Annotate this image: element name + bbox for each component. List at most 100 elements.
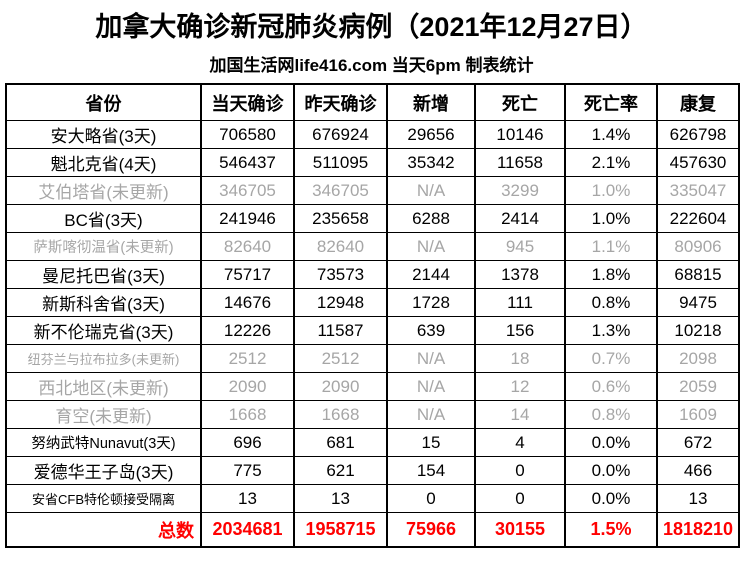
cell-province: 努纳武特Nunavut(3天) bbox=[5, 428, 202, 457]
cell-death-rate: 0.8% bbox=[564, 400, 658, 429]
cell-today-confirmed: 346705 bbox=[200, 176, 295, 205]
col-header-recovered: 康复 bbox=[656, 83, 740, 121]
cell-province: 新不伦瑞克省(3天) bbox=[5, 316, 202, 345]
cell-province: 艾伯塔省(未更新) bbox=[5, 176, 202, 205]
cell-yesterday-confirmed: 13 bbox=[293, 484, 388, 513]
col-header-province: 省份 bbox=[5, 83, 202, 121]
table-row: BC省(3天) 241946 235658 6288 2414 1.0% 222604 bbox=[5, 204, 740, 233]
cell-yesterday-confirmed: 621 bbox=[293, 456, 388, 485]
table-row: 魁北克省(4天) 546437 511095 35342 11658 2.1% 457630 bbox=[5, 148, 740, 177]
cell-province: 爱德华王子岛(3天) bbox=[5, 456, 202, 485]
cell-new-cases: 2144 bbox=[386, 260, 476, 289]
cell-today-confirmed: 2512 bbox=[200, 344, 295, 373]
cell-recovered: 2098 bbox=[656, 344, 740, 373]
page: 加拿大确诊新冠肺炎病例（2021年12月27日） 加国生活网life416.co… bbox=[0, 5, 743, 548]
cell-yesterday-confirmed: 73573 bbox=[293, 260, 388, 289]
cell-new-cases: 29656 bbox=[386, 120, 476, 149]
cell-death-rate: 1.3% bbox=[564, 316, 658, 345]
cell-province: 育空(未更新) bbox=[5, 400, 202, 429]
col-header-yesterday-confirmed: 昨天确诊 bbox=[293, 83, 388, 121]
cell-death-rate: 0.7% bbox=[564, 344, 658, 373]
cell-today-confirmed: 241946 bbox=[200, 204, 295, 233]
table-row: 新斯科舍省(3天) 14676 12948 1728 111 0.8% 9475 bbox=[5, 288, 740, 317]
cell-deaths: 11658 bbox=[474, 148, 566, 177]
cell-new-cases: 639 bbox=[386, 316, 476, 345]
cell-new-cases: 0 bbox=[386, 484, 476, 513]
cell-new-cases: 35342 bbox=[386, 148, 476, 177]
cell-deaths: 4 bbox=[474, 428, 566, 457]
table-row: 新不伦瑞克省(3天) 12226 11587 639 156 1.3% 10218 bbox=[5, 316, 740, 345]
cell-province: 安大略省(3天) bbox=[5, 120, 202, 149]
cell-death-rate: 2.1% bbox=[564, 148, 658, 177]
cell-recovered: 2059 bbox=[656, 372, 740, 401]
cell-province: 魁北克省(4天) bbox=[5, 148, 202, 177]
total-today-confirmed: 2034681 bbox=[200, 512, 295, 548]
cell-new-cases: 6288 bbox=[386, 204, 476, 233]
cell-recovered: 10218 bbox=[656, 316, 740, 345]
cell-yesterday-confirmed: 235658 bbox=[293, 204, 388, 233]
cell-deaths: 10146 bbox=[474, 120, 566, 149]
cell-death-rate: 0.0% bbox=[564, 484, 658, 513]
cell-new-cases: N/A bbox=[386, 344, 476, 373]
cell-today-confirmed: 75717 bbox=[200, 260, 295, 289]
cell-death-rate: 1.8% bbox=[564, 260, 658, 289]
cell-new-cases: 1728 bbox=[386, 288, 476, 317]
cell-yesterday-confirmed: 346705 bbox=[293, 176, 388, 205]
covid-stats-table: 省份 当天确诊 昨天确诊 新增 死亡 死亡率 康复 安大略省(3天) 706580… bbox=[5, 83, 740, 548]
cell-today-confirmed: 14676 bbox=[200, 288, 295, 317]
cell-recovered: 335047 bbox=[656, 176, 740, 205]
cell-deaths: 111 bbox=[474, 288, 566, 317]
cell-recovered: 626798 bbox=[656, 120, 740, 149]
cell-yesterday-confirmed: 511095 bbox=[293, 148, 388, 177]
cell-recovered: 672 bbox=[656, 428, 740, 457]
cell-deaths: 1378 bbox=[474, 260, 566, 289]
cell-recovered: 1609 bbox=[656, 400, 740, 429]
total-label: 总数 bbox=[5, 512, 202, 548]
cell-recovered: 68815 bbox=[656, 260, 740, 289]
cell-yesterday-confirmed: 676924 bbox=[293, 120, 388, 149]
cell-new-cases: 154 bbox=[386, 456, 476, 485]
cell-death-rate: 0.0% bbox=[564, 428, 658, 457]
table-row: 爱德华王子岛(3天) 775 621 154 0 0.0% 466 bbox=[5, 456, 740, 485]
cell-yesterday-confirmed: 2512 bbox=[293, 344, 388, 373]
cell-death-rate: 1.0% bbox=[564, 204, 658, 233]
cell-new-cases: 15 bbox=[386, 428, 476, 457]
cell-yesterday-confirmed: 12948 bbox=[293, 288, 388, 317]
total-yesterday-confirmed: 1958715 bbox=[293, 512, 388, 548]
cell-province: 安省CFB特伦顿接受隔离 bbox=[5, 484, 202, 513]
col-header-death-rate: 死亡率 bbox=[564, 83, 658, 121]
page-subtitle: 加国生活网life416.com 当天6pm 制表统计 bbox=[209, 56, 534, 75]
cell-recovered: 457630 bbox=[656, 148, 740, 177]
total-death-rate: 1.5% bbox=[564, 512, 658, 548]
total-deaths: 30155 bbox=[474, 512, 566, 548]
cell-deaths: 2414 bbox=[474, 204, 566, 233]
cell-today-confirmed: 12226 bbox=[200, 316, 295, 345]
cell-province: BC省(3天) bbox=[5, 204, 202, 233]
cell-deaths: 0 bbox=[474, 456, 566, 485]
cell-deaths: 12 bbox=[474, 372, 566, 401]
table-row: 纽芬兰与拉布拉多(未更新) 2512 2512 N/A 18 0.7% 2098 bbox=[5, 344, 740, 373]
cell-death-rate: 0.0% bbox=[564, 456, 658, 485]
cell-today-confirmed: 2090 bbox=[200, 372, 295, 401]
cell-yesterday-confirmed: 2090 bbox=[293, 372, 388, 401]
cell-recovered: 222604 bbox=[656, 204, 740, 233]
cell-today-confirmed: 775 bbox=[200, 456, 295, 485]
cell-yesterday-confirmed: 82640 bbox=[293, 232, 388, 261]
cell-today-confirmed: 13 bbox=[200, 484, 295, 513]
cell-deaths: 14 bbox=[474, 400, 566, 429]
cell-deaths: 18 bbox=[474, 344, 566, 373]
cell-new-cases: N/A bbox=[386, 372, 476, 401]
cell-new-cases: N/A bbox=[386, 232, 476, 261]
table-row: 曼尼托巴省(3天) 75717 73573 2144 1378 1.8% 68815 bbox=[5, 260, 740, 289]
table-row: 安省CFB特伦顿接受隔离 13 13 0 0 0.0% 13 bbox=[5, 484, 740, 513]
cell-province: 萨斯喀彻温省(未更新) bbox=[5, 232, 202, 261]
total-row: 总数 2034681 1958715 75966 30155 1.5% 1818… bbox=[5, 512, 740, 548]
cell-today-confirmed: 1668 bbox=[200, 400, 295, 429]
cell-recovered: 466 bbox=[656, 456, 740, 485]
cell-deaths: 156 bbox=[474, 316, 566, 345]
cell-recovered: 13 bbox=[656, 484, 740, 513]
table-row: 萨斯喀彻温省(未更新) 82640 82640 N/A 945 1.1% 80906 bbox=[5, 232, 740, 261]
cell-province: 新斯科舍省(3天) bbox=[5, 288, 202, 317]
table-row: 安大略省(3天) 706580 676924 29656 10146 1.4% 626798 bbox=[5, 120, 740, 149]
col-header-deaths: 死亡 bbox=[474, 83, 566, 121]
